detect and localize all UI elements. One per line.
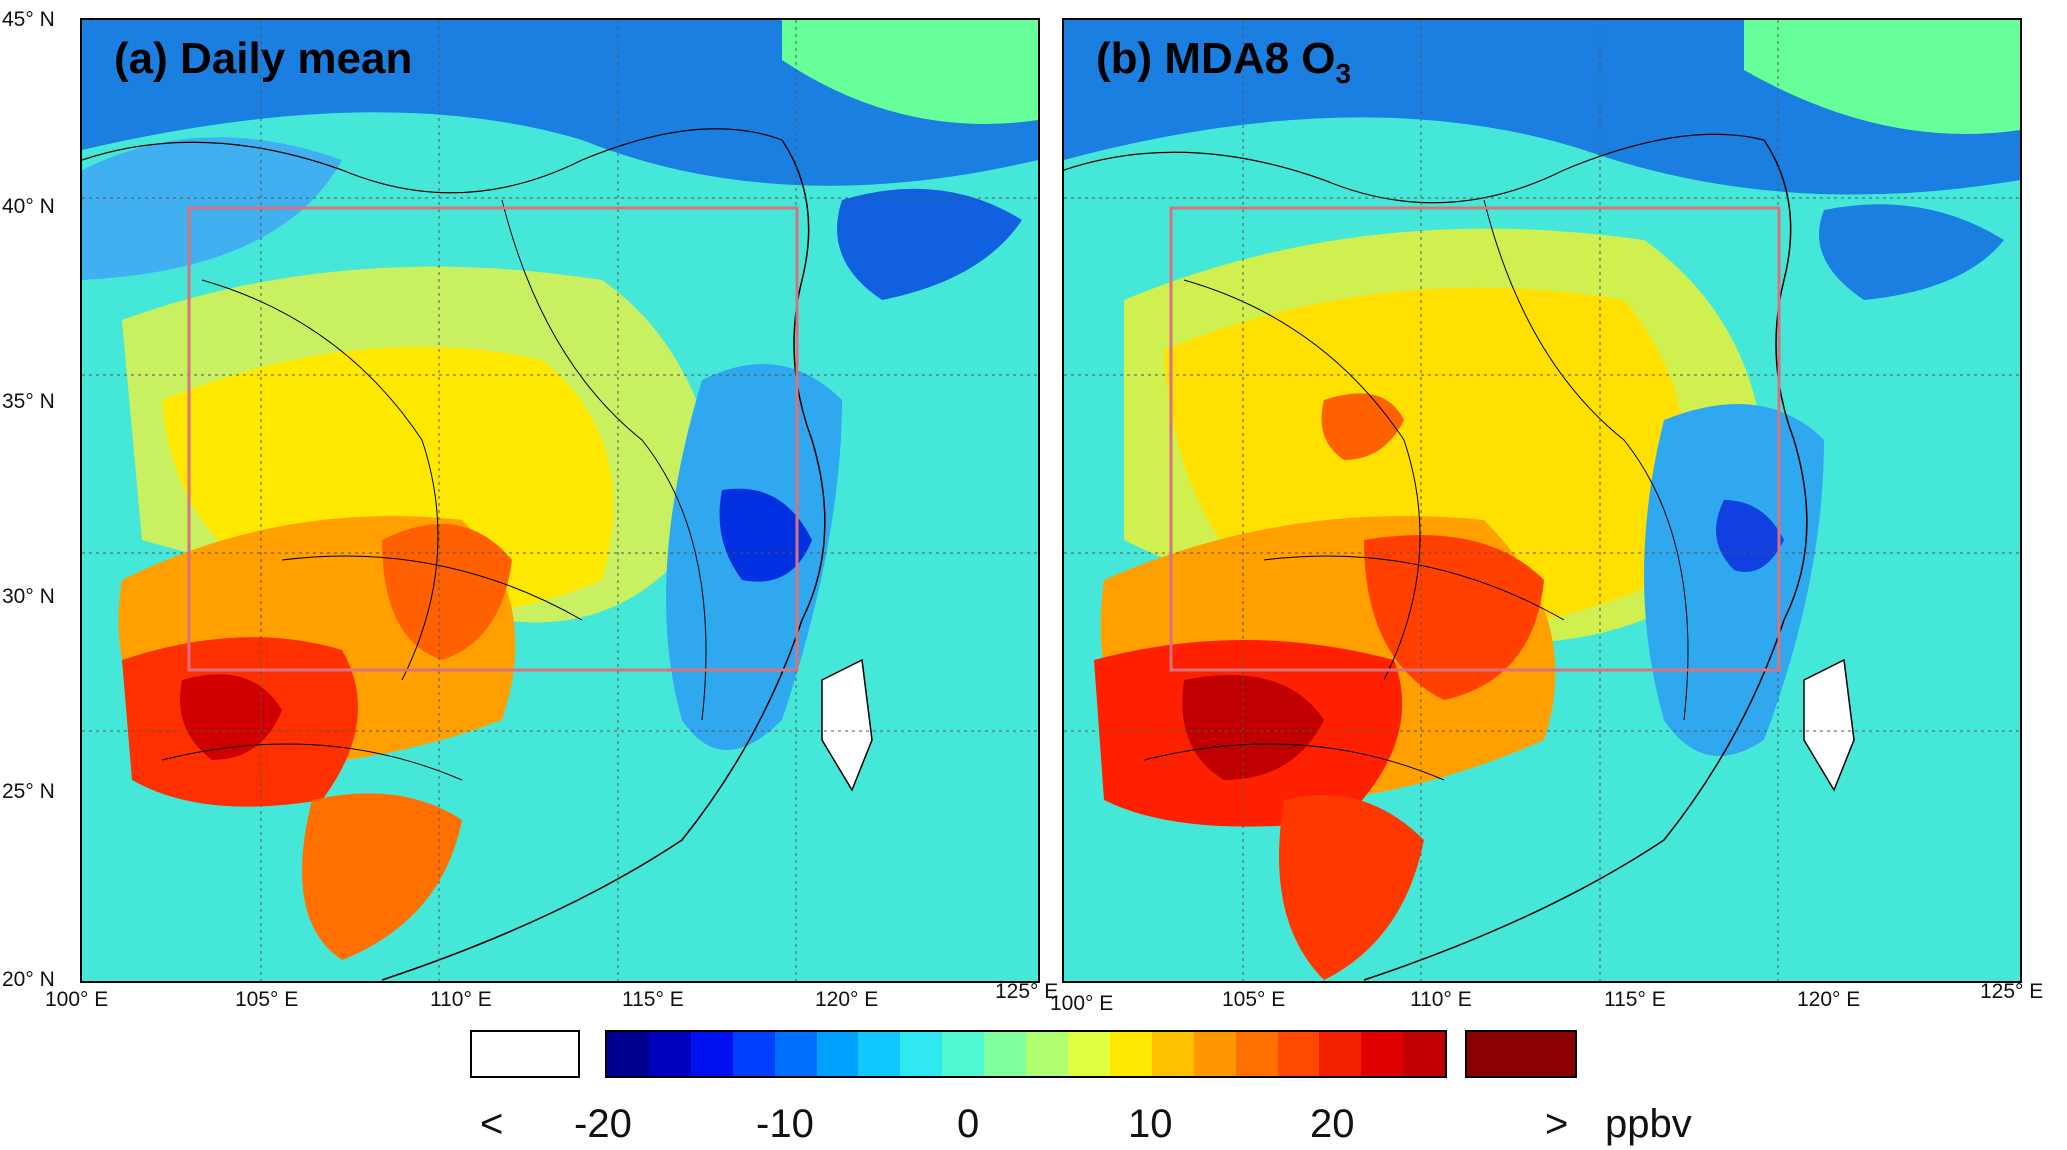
lat-tick-30: 30° N xyxy=(2,585,55,608)
colorbar: < -20 -10 0 10 20 > ppbv xyxy=(470,1030,1692,1150)
colorbar-over-swatch xyxy=(1465,1030,1577,1078)
colorbar-swatch xyxy=(1067,1032,1110,1076)
colorbar-swatch xyxy=(1361,1032,1404,1076)
colorbar-swatch xyxy=(1151,1032,1194,1076)
colorbar-tick-label: 0 xyxy=(957,1102,980,1146)
lat-tick-45: 45° N xyxy=(2,8,55,31)
lat-tick-25: 25° N xyxy=(2,780,55,803)
colorbar-swatch xyxy=(1319,1032,1362,1076)
colorbar-swatch xyxy=(1235,1032,1278,1076)
lat-tick-40: 40° N xyxy=(2,195,55,218)
colorbar-gradient xyxy=(605,1030,1447,1078)
lon-tick-b-105: 105° E xyxy=(1222,988,1286,1011)
colorbar-swatch xyxy=(1109,1032,1152,1076)
lon-tick-b-115: 115° E xyxy=(1604,988,1666,1011)
ozone-map-a xyxy=(82,20,1038,981)
lon-tick-a-110: 110° E xyxy=(430,988,492,1011)
lat-tick-35: 35° N xyxy=(2,390,55,413)
lat-tick-20: 20° N xyxy=(2,968,55,991)
lon-tick-a-100: 100° E xyxy=(45,988,109,1011)
colorbar-less-label: < xyxy=(480,1102,504,1146)
colorbar-under-swatch xyxy=(470,1030,580,1078)
colorbar-swatch xyxy=(1026,1032,1068,1076)
colorbar-swatch xyxy=(1193,1032,1236,1076)
study-region-box xyxy=(1169,206,1781,672)
colorbar-unit: ppbv xyxy=(1605,1102,1692,1146)
panel-title-a: (a) Daily mean xyxy=(114,34,413,83)
colorbar-greater-label: > xyxy=(1545,1102,1569,1146)
colorbar-tick-label: -10 xyxy=(756,1102,814,1146)
lon-tick-b-110: 110° E xyxy=(1410,988,1472,1011)
colorbar-swatch xyxy=(858,1032,901,1076)
map-panel-mda8: (b) MDA8 O3 xyxy=(1062,18,2022,983)
lon-tick-b-125: 125° E xyxy=(1980,980,2044,1003)
colorbar-tick-label: 20 xyxy=(1310,1102,1355,1146)
colorbar-swatch xyxy=(816,1032,859,1076)
colorbar-swatch xyxy=(900,1032,943,1076)
colorbar-swatch xyxy=(732,1032,775,1076)
colorbar-swatch xyxy=(690,1032,733,1076)
colorbar-swatch xyxy=(774,1032,817,1076)
lon-tick-b-120: 120° E xyxy=(1797,988,1861,1011)
lon-tick-a-115: 115° E xyxy=(622,988,684,1011)
colorbar-tick-label: 10 xyxy=(1128,1102,1173,1146)
ozone-map-b xyxy=(1064,20,2020,981)
colorbar-swatch xyxy=(1403,1032,1445,1076)
colorbar-tick-label: -20 xyxy=(574,1102,632,1146)
lon-tick-a-120: 120° E xyxy=(815,988,879,1011)
colorbar-swatch xyxy=(984,1032,1027,1076)
colorbar-swatch xyxy=(942,1032,985,1076)
colorbar-swatch xyxy=(607,1032,649,1076)
lon-tick-a-125: 125° E xyxy=(995,980,1059,1003)
colorbar-swatch xyxy=(648,1032,691,1076)
colorbar-swatch xyxy=(1277,1032,1320,1076)
lon-tick-b-100: 100° E xyxy=(1050,992,1114,1015)
map-panel-daily-mean: (a) Daily mean xyxy=(80,18,1040,983)
study-region-box xyxy=(187,206,799,672)
lon-tick-a-105: 105° E xyxy=(235,988,299,1011)
panel-title-b: (b) MDA8 O3 xyxy=(1096,34,1352,89)
